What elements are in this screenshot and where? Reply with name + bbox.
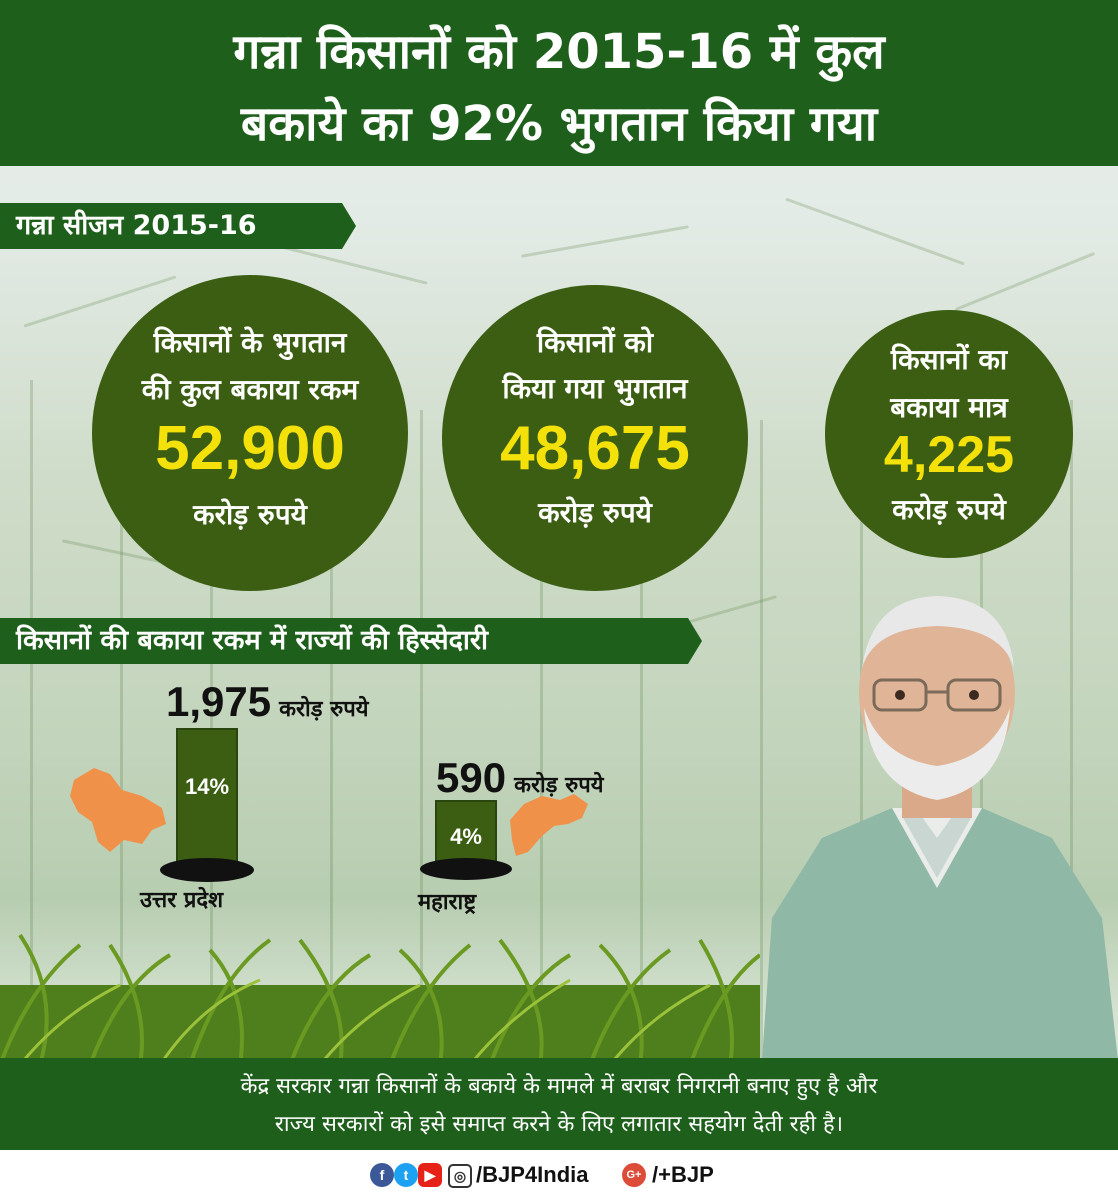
mh-amount: 590 करोड़ रुपये <box>436 754 604 802</box>
circle-label-line-2: की कुल बकाया रकम <box>141 373 359 406</box>
circle-label-line-1: किसानों को <box>536 326 654 359</box>
footer-line-1: केंद्र सरकार गन्ना किसानों के बकाये के म… <box>240 1074 878 1099</box>
up-bar-base <box>160 858 254 882</box>
title-line-2: बकाये का 92% भुगतान किया गया <box>240 96 878 152</box>
uttar-pradesh-map-icon <box>70 768 166 852</box>
circle-label-line-2: बकाया मात्र <box>890 391 1008 424</box>
circle-label-line-1: किसानों का <box>890 343 1008 376</box>
mh-amount-value: 590 <box>436 754 507 801</box>
twitter-icon[interactable]: t <box>394 1163 418 1187</box>
up-amount-unit: करोड़ रुपये <box>279 697 369 722</box>
google-plus-icon[interactable]: G+ <box>622 1163 646 1187</box>
youtube-icon[interactable]: ▶ <box>418 1163 442 1187</box>
circle-unit: करोड़ रुपये <box>892 493 1006 526</box>
mh-state-name: महाराष्ट्र <box>418 890 477 915</box>
social-handle-bjp[interactable]: /+BJP <box>652 1162 714 1187</box>
total-dues-circle: किसानों के भुगतान की कुल बकाया रकम 52,90… <box>92 275 408 591</box>
mh-amount-unit: करोड़ रुपये <box>514 773 604 798</box>
state-share-label: किसानों की बकाया रकम में राज्यों की हिस्… <box>0 618 702 664</box>
circle-value: 52,900 <box>155 414 345 483</box>
circle-label-line-2: किया गया भुगतान <box>502 372 688 405</box>
up-state-name: उत्तर प्रदेश <box>140 888 224 913</box>
up-amount: 1,975 करोड़ रुपये <box>166 678 369 726</box>
up-share-bar: 14% <box>176 728 238 872</box>
remaining-dues-circle: किसानों का बकाया मात्र 4,225 करोड़ रुपये <box>825 310 1073 558</box>
season-label: गन्ना सीजन 2015-16 <box>0 203 356 249</box>
circle-unit: करोड़ रुपये <box>193 498 307 531</box>
sugarcane-field-graphic <box>0 933 760 1065</box>
circle-label-line-1: किसानों के भुगतान <box>153 326 347 359</box>
circle-value: 4,225 <box>883 426 1015 484</box>
footer-line-2: राज्य सरकारों को इसे समाप्त करने के लिए … <box>274 1112 844 1137</box>
instagram-icon[interactable]: ◎ <box>448 1164 472 1188</box>
title-line-1: गन्ना किसानों को 2015-16 में कुल <box>233 24 885 80</box>
social-handle-bjp4india[interactable]: /BJP4India <box>476 1162 589 1187</box>
up-amount-value: 1,975 <box>166 678 272 725</box>
header-banner: गन्ना किसानों को 2015-16 में कुल बकाये क… <box>0 0 1118 166</box>
social-bar: f t ▶ ◎ /BJP4India G+ /+BJP <box>0 1150 1118 1200</box>
facebook-icon[interactable]: f <box>370 1163 394 1187</box>
mh-bar-base <box>420 858 512 880</box>
maharashtra-map-icon <box>510 794 588 856</box>
circle-value: 48,675 <box>500 414 690 483</box>
leader-portrait-image <box>762 596 1118 1060</box>
mh-share-percent: 4% <box>450 824 482 849</box>
circle-unit: करोड़ रुपये <box>538 496 652 529</box>
up-share-percent: 14% <box>184 774 230 799</box>
footer-statement: केंद्र सरकार गन्ना किसानों के बकाये के म… <box>0 1058 1118 1150</box>
paid-amount-circle: किसानों को किया गया भुगतान 48,675 करोड़ … <box>442 285 748 591</box>
